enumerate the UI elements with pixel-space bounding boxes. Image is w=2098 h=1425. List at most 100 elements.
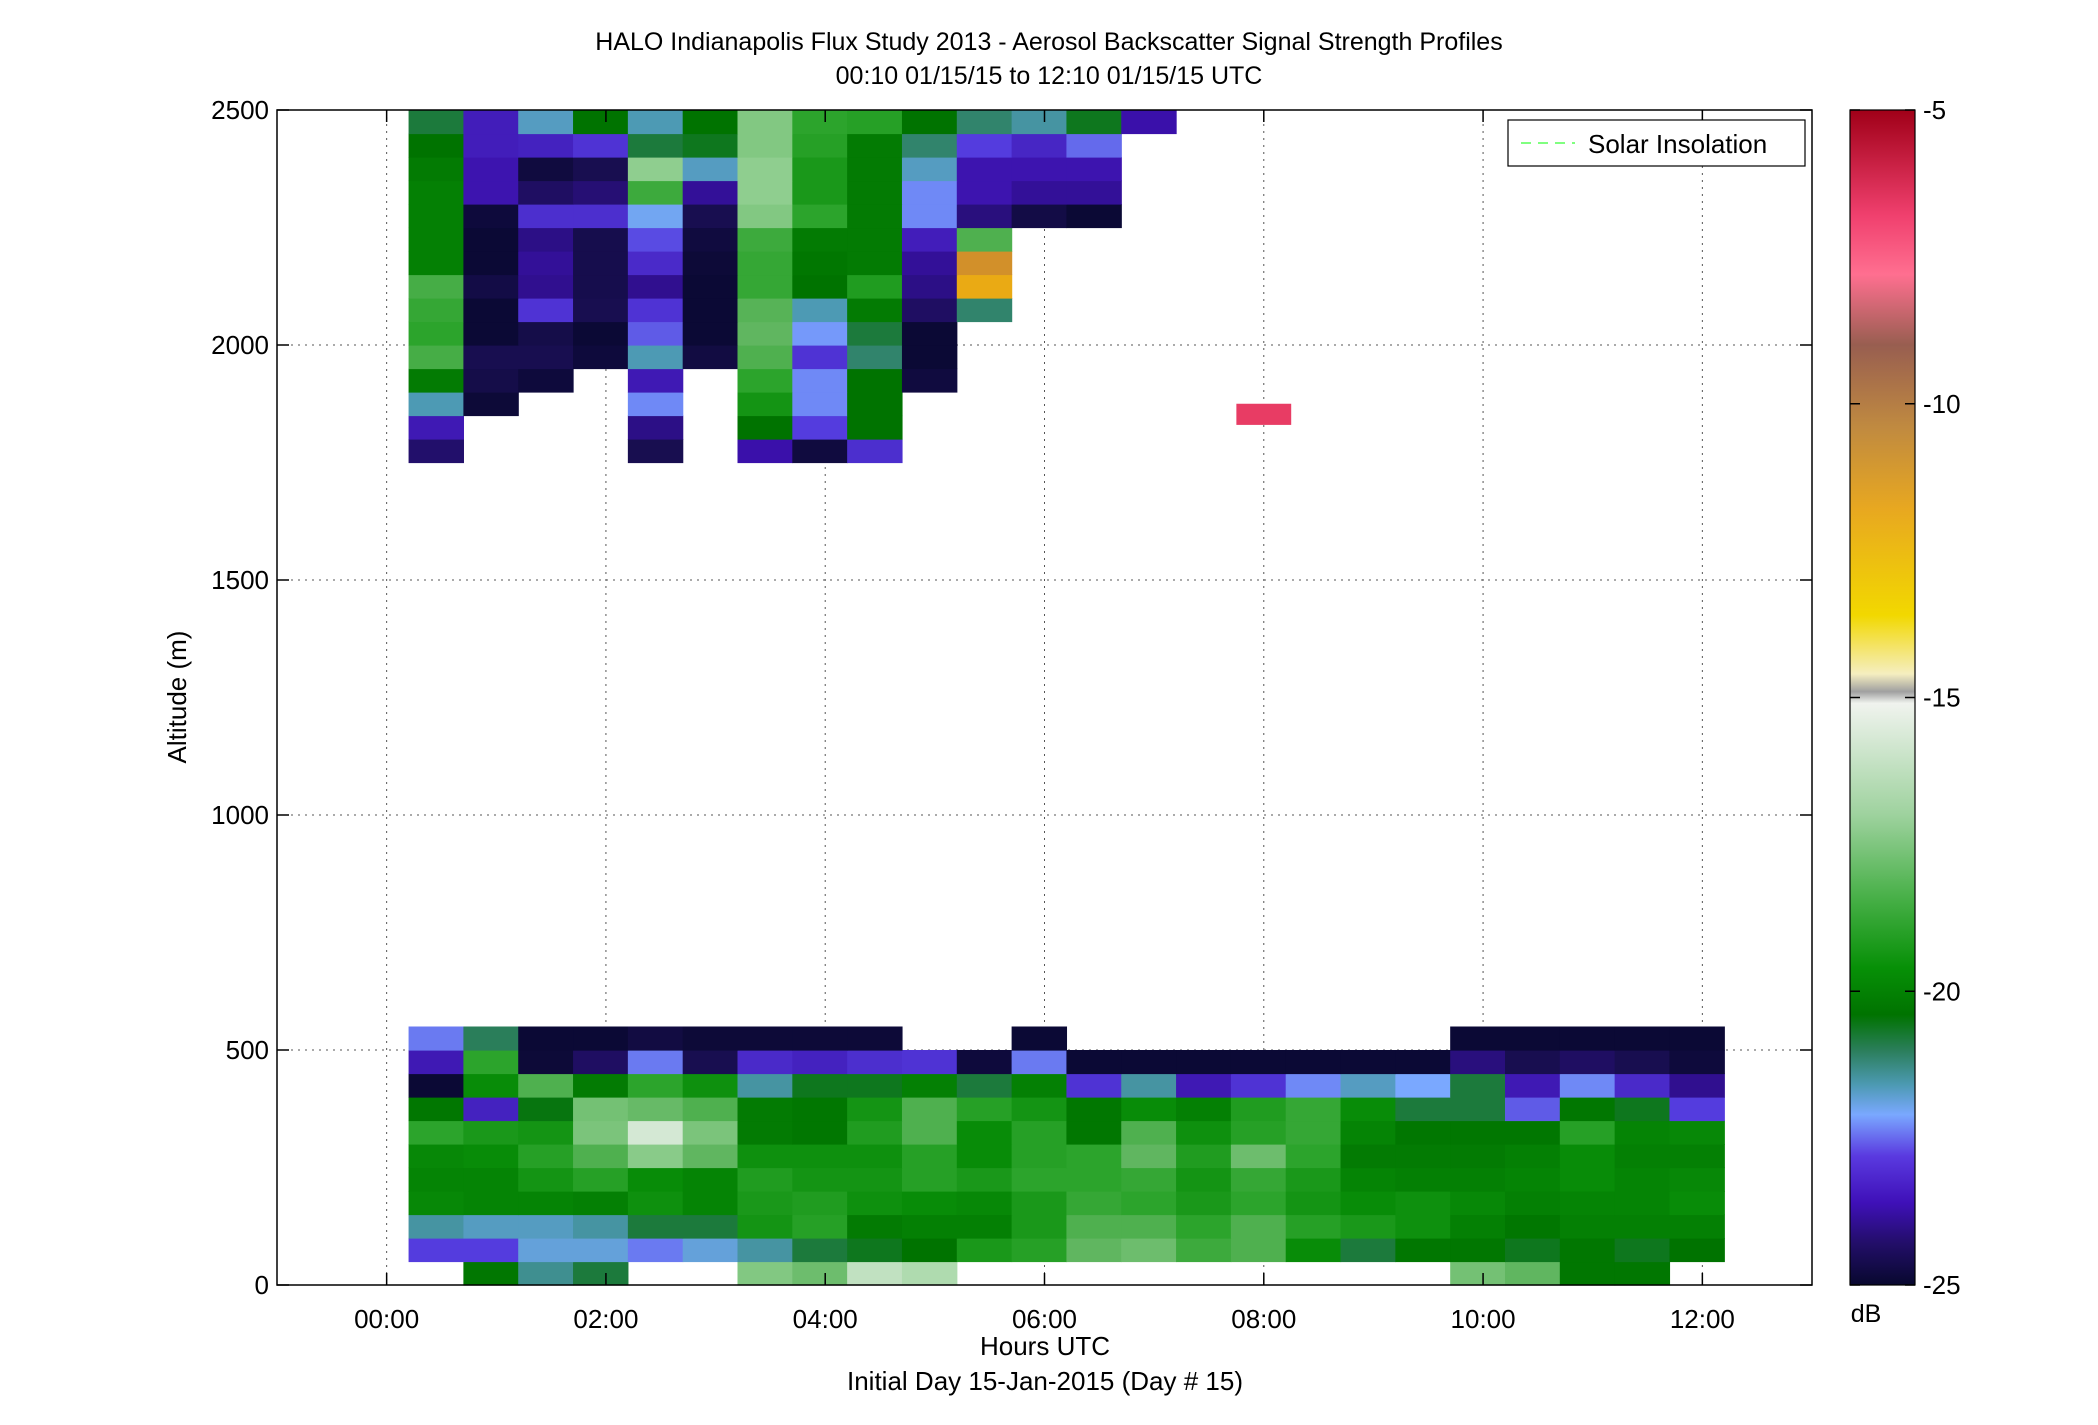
heatmap-cell [573, 133, 629, 158]
heatmap-cell [1066, 1167, 1122, 1192]
heatmap-cell [792, 133, 848, 158]
heatmap-cell [737, 204, 793, 229]
heatmap-cell [1066, 1073, 1122, 1098]
x-tick-label: 02:00 [573, 1304, 638, 1334]
heatmap-cell [1395, 1097, 1451, 1122]
heatmap-cell [1395, 1238, 1451, 1263]
heatmap-cell [901, 1050, 958, 1075]
heatmap-cell [682, 227, 739, 252]
heatmap-cell [1285, 1120, 1342, 1145]
heatmap-cell [1121, 1097, 1177, 1122]
heatmap-cell [956, 180, 1013, 205]
heatmap-cell [518, 1261, 574, 1286]
heatmap-cell [1176, 1191, 1232, 1216]
heatmap-cell [1340, 1097, 1396, 1122]
heatmap-cell [1614, 1144, 1671, 1169]
heatmap-cell [682, 321, 739, 346]
heatmap-cell [901, 1120, 958, 1145]
heatmap-cell [408, 110, 464, 135]
heatmap-cell [627, 1026, 684, 1051]
heatmap-cell [792, 157, 848, 182]
heatmap-cell [792, 1097, 848, 1122]
heatmap-cell [792, 1238, 848, 1263]
x-axis-sublabel: Initial Day 15-Jan-2015 (Day # 15) [847, 1366, 1243, 1396]
heatmap-cell [682, 157, 739, 182]
heatmap-cell [847, 204, 903, 229]
heatmap-cell [847, 1073, 903, 1098]
heatmap-cell [792, 415, 848, 440]
heatmap-cell [847, 251, 903, 276]
heatmap-cell [847, 227, 903, 252]
heatmap-cell [1395, 1050, 1451, 1075]
heatmap-cell [573, 1097, 629, 1122]
heatmap-cell [573, 1026, 629, 1051]
heatmap-cell [1011, 1167, 1068, 1192]
heatmap-cell [1559, 1097, 1616, 1122]
heatmap-cell [1340, 1191, 1396, 1216]
heatmap-cell [463, 251, 519, 276]
heatmap-cell [627, 251, 684, 276]
heatmap-cell [573, 180, 629, 205]
heatmap-cell [1669, 1050, 1725, 1075]
heatmap-cell [956, 204, 1013, 229]
heatmap-cell [956, 1050, 1013, 1075]
heatmap-cell [792, 1120, 848, 1145]
heatmap-cell [408, 133, 464, 158]
heatmap-cell [1285, 1238, 1342, 1263]
heatmap-cell [901, 251, 958, 276]
heatmap-cell [1066, 1097, 1122, 1122]
heatmap-cell [1450, 1238, 1506, 1263]
heatmap-cell [792, 1191, 848, 1216]
heatmap-cell [682, 1167, 739, 1192]
heatmap-cell [956, 251, 1013, 276]
heatmap-cell [463, 321, 519, 346]
heatmap-cell [408, 1026, 464, 1051]
colorbar-tick-label: -10 [1923, 389, 1961, 419]
y-tick-label: 500 [226, 1035, 269, 1065]
heatmap-cell [901, 1144, 958, 1169]
heatmap-cell [1340, 1073, 1396, 1098]
heatmap-cell [737, 1073, 793, 1098]
heatmap-cell [682, 1073, 739, 1098]
heatmap-cell [737, 251, 793, 276]
heatmap-cell [682, 1238, 739, 1263]
heatmap-cell [627, 1144, 684, 1169]
heatmap-cell [573, 227, 629, 252]
heatmap-cell [1505, 1191, 1561, 1216]
heatmap-cell [737, 1026, 793, 1051]
heatmap-cell [1340, 1167, 1396, 1192]
heatmap-cell [1121, 1073, 1177, 1098]
heatmap-cell [1121, 1238, 1177, 1263]
heatmap-cell [737, 110, 793, 135]
heatmap-cell [737, 1144, 793, 1169]
heatmap-cell [1230, 1097, 1287, 1122]
legend: Solar Insolation [1507, 119, 1806, 167]
heatmap-cell [1395, 1120, 1451, 1145]
heatmap-cell [627, 298, 684, 323]
heatmap-cell [847, 439, 903, 464]
heatmap-cell [737, 439, 793, 464]
heatmap-cell [1011, 1026, 1068, 1051]
heatmap-cell [1285, 1167, 1342, 1192]
heatmap-cell [408, 1097, 464, 1122]
heatmap-cell [627, 1191, 684, 1216]
heatmap-cell [627, 392, 684, 417]
heatmap-cell [573, 1144, 629, 1169]
heatmap-cell [518, 1191, 574, 1216]
heatmap-cell [1559, 1191, 1616, 1216]
heatmap-cell [518, 1214, 574, 1239]
heatmap-cell [1011, 1144, 1068, 1169]
heatmap-cell [1450, 1050, 1506, 1075]
heatmap-cell [1340, 1214, 1396, 1239]
y-tick-label: 1000 [211, 800, 269, 830]
heatmap-cell [408, 392, 464, 417]
heatmap-cell [1614, 1073, 1671, 1098]
heatmap-cell [682, 180, 739, 205]
heatmap-cell [573, 1261, 629, 1286]
heatmap-cell [737, 1191, 793, 1216]
colorbar-tick-label: -20 [1923, 976, 1961, 1006]
heatmap-cell [573, 321, 629, 346]
chart-title: HALO Indianapolis Flux Study 2013 - Aero… [595, 28, 1502, 56]
heatmap-cell [901, 1261, 958, 1286]
heatmap-cell [847, 157, 903, 182]
